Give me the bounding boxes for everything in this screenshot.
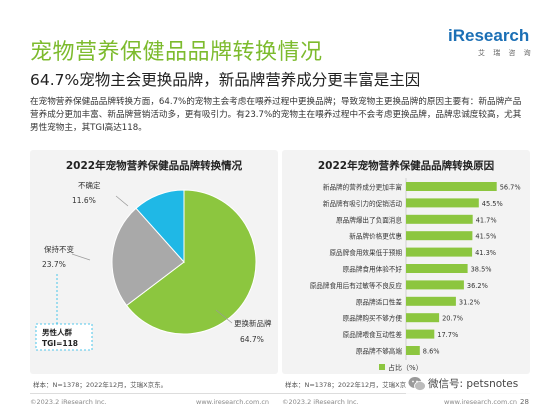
slice-value-keep: 23.7% xyxy=(42,260,66,269)
footer-divider xyxy=(30,393,530,394)
leader-line-unsure xyxy=(115,195,129,207)
bar-category-label: 原品牌食用后有过敏等不良反应 xyxy=(310,281,403,290)
male-tgi-line2: TGI=118 xyxy=(42,339,78,348)
bar-category-label: 新品牌价格更优惠 xyxy=(349,232,402,241)
male-tgi-line1: 男性人群 xyxy=(42,327,72,337)
logo-subtext: 艾 瑞 咨 询 xyxy=(478,49,534,57)
bar-category-label: 原品牌喂食互动性差 xyxy=(343,330,403,339)
watermark-text: 微信号: petsnotes xyxy=(428,378,519,390)
page-title: 宠物营养保健品品牌转换情况 xyxy=(30,40,323,65)
bar xyxy=(406,313,440,323)
wechat-icon xyxy=(408,377,426,391)
iresearch-logo: iResearch 艾 瑞 咨 询 xyxy=(448,26,531,58)
bar-chart: 新品牌的营养成分更加丰富 56.7% 新品牌有吸引力的促销活动 45.5% 原品牌爆出了… xyxy=(310,178,521,372)
bar-category-label: 原品牌不够高端 xyxy=(356,347,403,356)
sample-note-right: 样本：N=1378；2022年12月，艾瑞X京 xyxy=(285,381,407,389)
legend-swatch xyxy=(379,364,385,370)
bar-category-label: 原品牌购买不够方便 xyxy=(343,314,403,323)
bar-category-label: 新品牌有吸引力的促销活动 xyxy=(323,199,403,208)
bar-category-label: 新品牌的营养成分更加丰富 xyxy=(323,183,403,192)
bar xyxy=(406,182,497,191)
bar xyxy=(406,198,479,208)
pie-chart: 更换新品牌 64.7% 保持不变 23.7% 不确定 11.6% 男性人群 TG… xyxy=(35,180,272,351)
bar-category-label: 原品牌食用体验不好 xyxy=(343,265,403,274)
pie-chart-title: 2022年宠物营养保健品品牌转换情况 xyxy=(65,160,243,172)
bar-value-label: 36.2% xyxy=(467,282,488,290)
bar-category-label: 原品牌适口性差 xyxy=(356,297,403,306)
bar xyxy=(406,264,468,273)
bar xyxy=(406,346,420,355)
page-subtitle: 64.7%宠物主会更换品牌，新品牌营养成分更丰富是主因 xyxy=(30,71,421,89)
footer-copyright-right: ©2023.2 iResearch Inc. xyxy=(282,398,359,406)
slice-label-keep: 保持不变 xyxy=(44,244,74,254)
pie-slice-replace xyxy=(125,189,257,335)
slice-label-unsure: 不确定 xyxy=(78,180,101,190)
legend-label: 占比（%） xyxy=(388,363,423,372)
slice-label-replace: 更换新品牌 xyxy=(234,318,272,328)
bar-value-label: 41.3% xyxy=(475,249,496,257)
bar-value-label: 56.7% xyxy=(500,184,521,192)
footer-url-left: www.iresearch.com.cn xyxy=(196,398,270,406)
bar-value-label: 8.6% xyxy=(423,348,440,356)
bar xyxy=(406,329,435,339)
page-number: 28 xyxy=(520,398,529,406)
bar-value-label: 41.5% xyxy=(475,233,496,241)
pie-chart-panel: 2022年宠物营养保健品品牌转换情况 更换新品牌 64.7% 保持不变 23.7… xyxy=(30,150,278,374)
footer-copyright-left: ©2023.2 iResearch Inc. xyxy=(30,398,107,406)
footer-url-right: www.iresearch.com.cn xyxy=(444,398,518,406)
leader-line-replace xyxy=(215,309,233,324)
sample-note-left: 样本：N=1378；2022年12月，艾瑞X京东。 xyxy=(33,381,168,389)
male-tgi-callout xyxy=(35,323,93,351)
slice-value-replace: 64.7% xyxy=(240,335,264,344)
bar-category-label: 原品牌爆出了负面消息 xyxy=(336,215,402,224)
bar-value-label: 17.7% xyxy=(437,331,458,339)
pie-slice-keep xyxy=(111,207,185,307)
bar xyxy=(406,280,464,290)
bar xyxy=(406,214,473,224)
bar-value-label: 45.5% xyxy=(482,200,503,208)
bar xyxy=(406,296,456,306)
bar-chart-title: 2022年宠物营养保健品品牌转换原因 xyxy=(317,160,495,172)
leader-line-keep xyxy=(71,253,91,261)
bar-value-label: 31.2% xyxy=(459,298,480,306)
bar xyxy=(406,231,473,241)
bar-value-label: 38.5% xyxy=(471,266,492,274)
wechat-watermark: 微信号: petsnotes xyxy=(406,374,546,394)
slice-value-unsure: 11.6% xyxy=(72,196,96,205)
bar-value-label: 41.7% xyxy=(476,216,497,224)
bar-chart-panel: 2022年宠物营养保健品品牌转换原因 新品牌的营养成分更加丰富 56.7% 新品牌有… xyxy=(282,150,530,374)
bar-category-label: 原品牌食用效果低于预期 xyxy=(329,248,402,257)
intro-paragraph: 在宠物营养保健品品牌转换方面，64.7%的宠物主会考虑在喂养过程中更换品牌；导致… xyxy=(30,97,522,133)
bar xyxy=(406,247,473,257)
logo-text: iResearch xyxy=(448,26,530,45)
pie-slice-unsure xyxy=(135,189,185,264)
bar-value-label: 20.7% xyxy=(442,315,463,323)
